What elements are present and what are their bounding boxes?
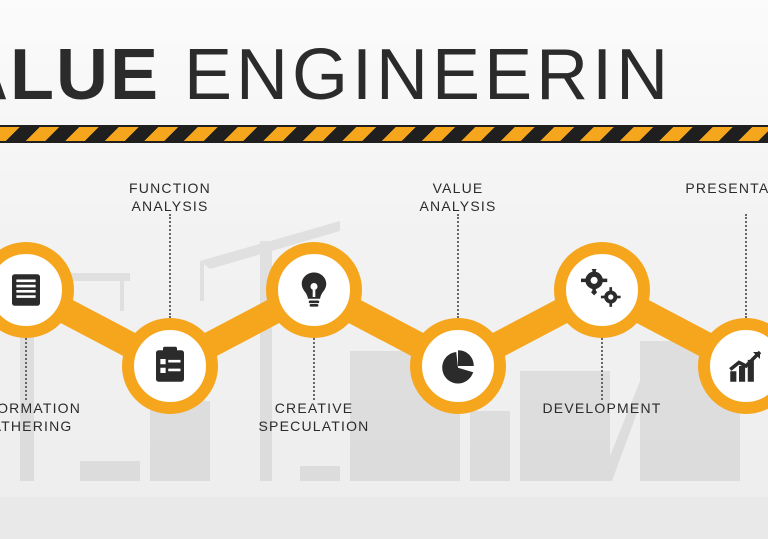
page-title: ALUE ENGINEERIN (0, 34, 768, 116)
ground-band (0, 497, 768, 539)
growth-icon (725, 345, 767, 387)
process-flow: INFORMATION GATHERINGFUNCTION ANALYSISCR… (0, 200, 768, 460)
process-label-n5: DEVELOPMENT (532, 400, 672, 418)
gears-icon (581, 269, 623, 311)
title-light: ENGINEERIN (184, 35, 672, 115)
leader-line (745, 214, 747, 318)
leader-line (25, 338, 27, 400)
leader-line (457, 214, 459, 318)
process-node-n3 (266, 242, 362, 338)
document-icon (5, 269, 47, 311)
leader-line (313, 338, 315, 400)
leader-line (601, 338, 603, 400)
piechart-icon (437, 345, 479, 387)
leader-line (169, 214, 171, 318)
process-label-n3: CREATIVE SPECULATION (244, 400, 384, 435)
lightbulb-icon (293, 269, 335, 311)
process-node-n4 (410, 318, 506, 414)
checklist-icon (149, 345, 191, 387)
process-node-n5 (554, 242, 650, 338)
process-label-n4: VALUE ANALYSIS (388, 180, 528, 215)
process-label-n2: FUNCTION ANALYSIS (100, 180, 240, 215)
process-label-n1: INFORMATION GATHERING (0, 400, 96, 435)
process-node-n2 (122, 318, 218, 414)
process-label-n6: PRESENTATION (676, 180, 768, 198)
title-bold: ALUE (0, 35, 160, 115)
hazard-stripe (0, 125, 768, 143)
